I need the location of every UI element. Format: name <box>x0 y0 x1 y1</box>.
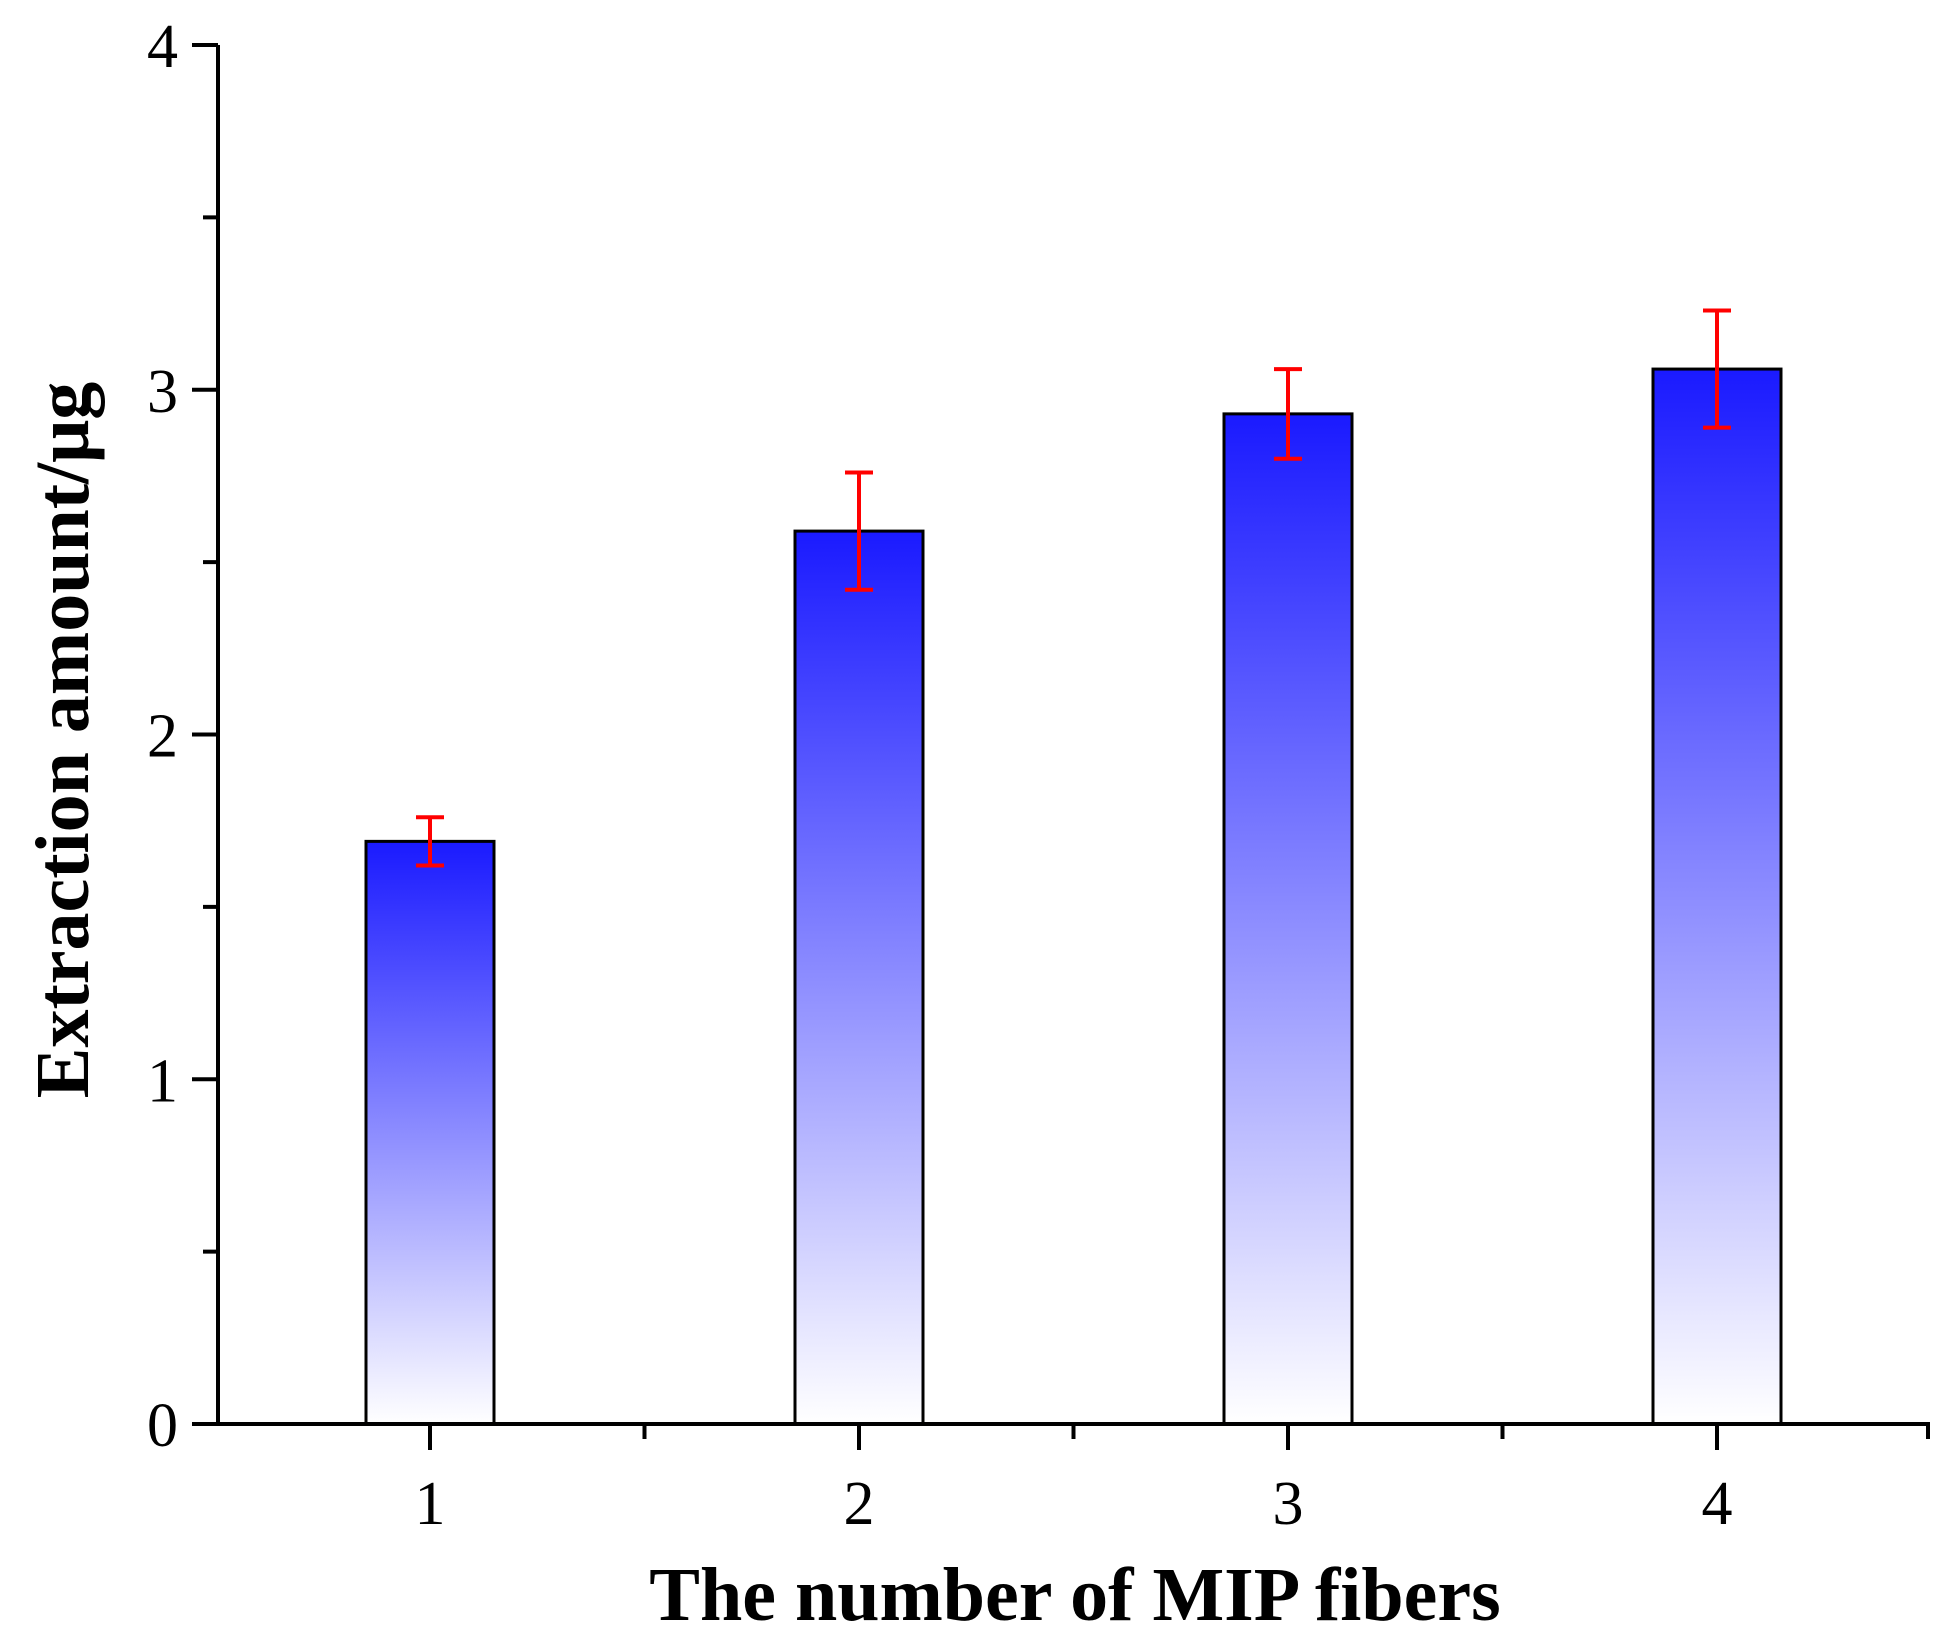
bars-layer <box>364 367 1783 1426</box>
y-tick-label: 3 <box>147 358 178 426</box>
y-axis-title: Extraction amount/μg <box>21 382 105 1099</box>
error-bars-layer <box>416 308 1731 868</box>
error-bar-1 <box>416 815 444 868</box>
bar-1 <box>364 839 496 1426</box>
y-tick-label: 0 <box>147 1392 178 1460</box>
x-tick-label: 3 <box>1273 1470 1304 1538</box>
error-bar-4 <box>1703 308 1731 430</box>
ticks-layer: 0 1 2 3 4 1 2 3 4 <box>147 13 1930 1538</box>
bar-2 <box>793 529 925 1426</box>
x-tick-label: 4 <box>1702 1470 1733 1538</box>
x-axis-title: The number of MIP fibers <box>649 1553 1500 1637</box>
y-tick-label: 2 <box>147 703 178 771</box>
error-bar-3 <box>1274 367 1302 461</box>
y-tick-label: 4 <box>147 13 178 81</box>
bar-3 <box>1222 412 1354 1426</box>
bar-4 <box>1651 367 1783 1426</box>
error-bar-2 <box>845 470 873 592</box>
x-tick-label: 1 <box>415 1470 446 1538</box>
y-tick-label: 1 <box>147 1047 178 1115</box>
x-tick-label: 2 <box>844 1470 875 1538</box>
